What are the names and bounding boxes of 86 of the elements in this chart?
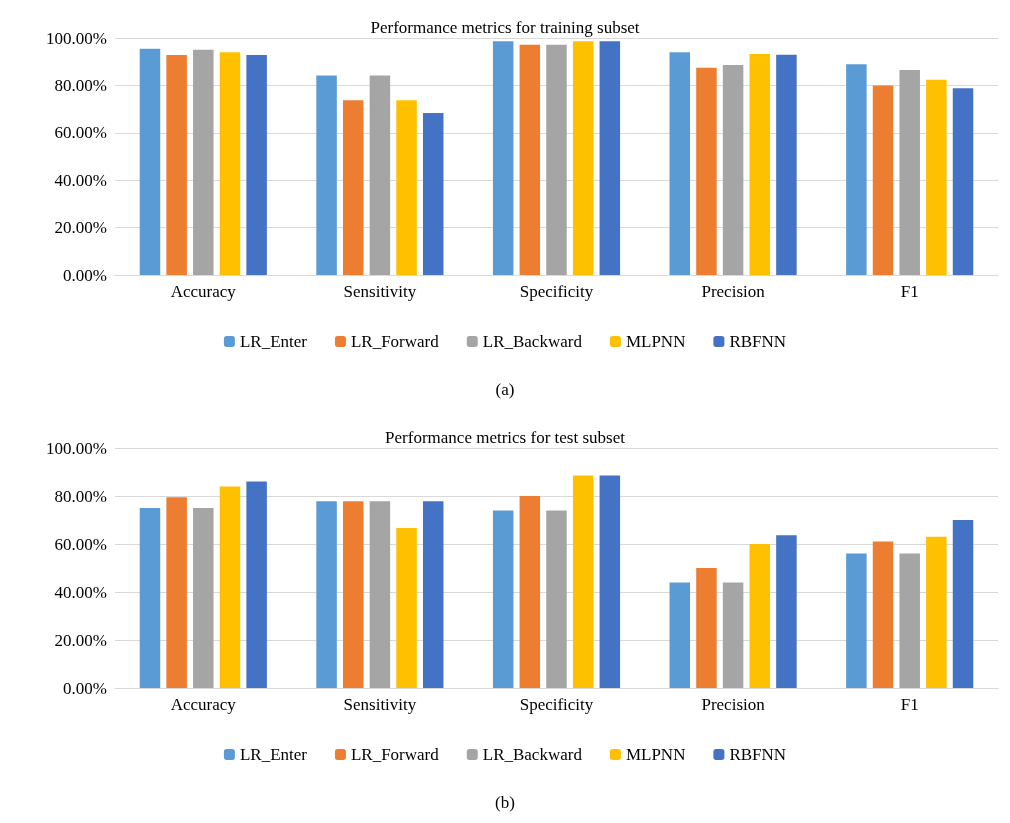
bar — [952, 520, 974, 688]
legend-label: MLPNN — [625, 745, 686, 764]
bar — [519, 496, 541, 688]
y-tick-label: 20.00% — [54, 630, 107, 650]
y-tick-label: 60.00% — [54, 534, 107, 554]
bar — [776, 535, 797, 688]
x-tick-label: F1 — [900, 695, 919, 714]
bar — [369, 75, 391, 275]
legend-label: RBFNN — [729, 332, 787, 351]
y-tick-label: 100.00% — [46, 438, 107, 458]
bar — [246, 55, 267, 275]
bar — [342, 501, 364, 688]
bar — [396, 100, 417, 275]
bar — [952, 88, 974, 275]
y-tick-label: 0.00% — [63, 265, 107, 285]
bar — [696, 568, 717, 688]
bar — [846, 553, 867, 688]
bar — [193, 49, 214, 275]
bar — [139, 48, 161, 275]
bar — [166, 497, 187, 688]
bar — [193, 508, 214, 688]
x-tick-label: Accuracy — [170, 695, 237, 714]
x-tick-label: Specificity — [519, 282, 594, 301]
bar — [926, 79, 947, 275]
bar — [396, 527, 417, 688]
bar — [846, 64, 867, 275]
bar — [872, 85, 894, 275]
x-tick-label: Accuracy — [170, 282, 237, 301]
bar — [546, 510, 567, 688]
bar — [246, 481, 267, 688]
bar — [422, 501, 444, 688]
bar — [492, 510, 514, 688]
y-tick-label: 60.00% — [54, 123, 107, 143]
bar — [572, 475, 594, 688]
x-tick-label: Precision — [701, 282, 766, 301]
y-tick-label: 100.00% — [46, 28, 107, 48]
y-tick-label: 0.00% — [63, 678, 107, 698]
x-tick-label: Specificity — [519, 695, 594, 714]
bar — [749, 544, 771, 688]
bar — [599, 475, 621, 688]
bar — [316, 75, 337, 275]
chart-title: Performance metrics for test subset — [385, 428, 626, 447]
legend-label: LR_Forward — [350, 745, 440, 764]
bar — [669, 52, 691, 275]
bar — [519, 44, 541, 275]
bar — [872, 541, 894, 688]
legend-label: LR_Enter — [239, 745, 308, 764]
x-tick-label: Precision — [701, 695, 766, 714]
bar — [492, 41, 514, 275]
bar — [219, 486, 241, 688]
chart-title: Performance metrics for training subset — [370, 18, 640, 37]
legend-label: LR_Backward — [482, 332, 583, 351]
bar — [166, 55, 187, 275]
y-tick-label: 80.00% — [54, 486, 107, 506]
bar — [696, 67, 717, 275]
legend-label: RBFNN — [729, 745, 787, 764]
x-tick-label: F1 — [900, 282, 919, 301]
bar — [546, 44, 567, 275]
text: (a) — [495, 380, 515, 399]
bar — [749, 53, 771, 275]
y-tick-label: 80.00% — [54, 75, 107, 95]
bar — [369, 501, 391, 688]
bar — [899, 553, 920, 688]
bar — [776, 54, 797, 275]
bar — [722, 65, 744, 275]
y-tick-label: 40.00% — [54, 170, 107, 190]
bar — [599, 41, 621, 275]
x-tick-label: Sensitivity — [343, 282, 417, 301]
text: (b) — [495, 793, 515, 812]
bar — [342, 100, 364, 275]
legend-label: LR_Enter — [239, 332, 308, 351]
y-tick-label: 40.00% — [54, 582, 107, 602]
bar — [316, 501, 337, 688]
bar — [722, 582, 744, 688]
bar — [139, 508, 161, 688]
bar — [899, 70, 920, 275]
legend-label: LR_Forward — [350, 332, 440, 351]
bar — [669, 582, 691, 688]
legend-label: MLPNN — [625, 332, 686, 351]
bar — [219, 52, 241, 275]
bar — [422, 112, 444, 275]
bar — [926, 536, 947, 688]
x-tick-label: Sensitivity — [343, 695, 417, 714]
bar — [572, 41, 594, 275]
y-tick-label: 20.00% — [54, 218, 107, 238]
legend-label: LR_Backward — [482, 745, 583, 764]
